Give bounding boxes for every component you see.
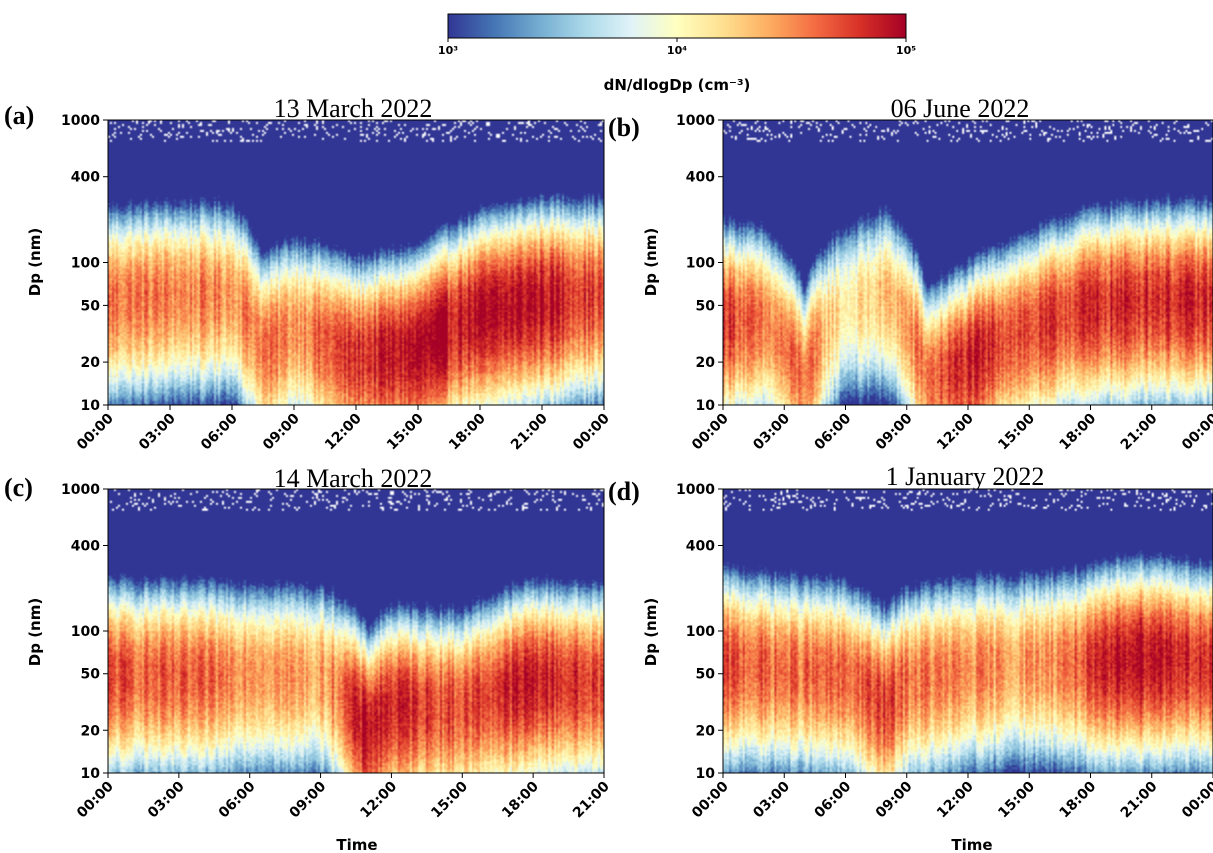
heatmap-image — [723, 120, 1213, 405]
x-tick-label: 06:00 — [198, 410, 241, 453]
x-tick-label: 09:00 — [260, 410, 303, 453]
panel-label: (c) — [4, 473, 33, 502]
y-tick-label: 50 — [81, 667, 101, 683]
y-tick-label: 1000 — [676, 482, 715, 498]
y-tick-label: 50 — [81, 298, 101, 314]
x-tick-label: 12:00 — [934, 778, 977, 821]
y-tick-label: 10 — [81, 766, 101, 782]
colorbar: 10³ 10⁴ 10⁵ dN/dlogDp (cm⁻³) — [438, 13, 916, 94]
x-tick-label: 03:00 — [145, 778, 188, 821]
panel-label: (d) — [608, 477, 640, 506]
y-tick-label: 400 — [686, 539, 715, 555]
x-tick-label: 09:00 — [873, 778, 916, 821]
x-axis-label: Time — [336, 836, 377, 853]
x-tick-label: 15:00 — [995, 410, 1038, 453]
panel-label: (b) — [608, 113, 640, 142]
x-tick-label: 03:00 — [750, 410, 793, 453]
panel-a: (a) 13 March 2022 Dp (nm) 1000 400 100 50 20… — [4, 94, 613, 453]
y-tick-label: 20 — [81, 355, 101, 371]
panel-label: (a) — [4, 101, 34, 130]
heatmap-image — [108, 120, 604, 405]
x-tick-label: 12:00 — [357, 778, 400, 821]
y-tick-label: 100 — [71, 624, 100, 640]
x-tick-label: 15:00 — [995, 778, 1038, 821]
x-tick-label: 06:00 — [811, 410, 854, 453]
x-tick-label: 18:00 — [446, 410, 489, 453]
colorbar-label: dN/dlogDp (cm⁻³) — [604, 76, 751, 94]
panel-title: 1 January 2022 — [886, 462, 1045, 491]
heatmap-image — [723, 489, 1213, 773]
x-tick-label: 18:00 — [1056, 778, 1099, 821]
colorbar-bar — [447, 13, 907, 39]
colorbar-tick-label: 10⁴ — [667, 44, 687, 57]
x-tick-label: 00:00 — [1179, 778, 1213, 821]
colorbar-tick-label: 10³ — [438, 44, 458, 57]
x-tick-label: 15:00 — [428, 778, 471, 821]
y-tick-label: 100 — [71, 256, 100, 272]
x-tick-label: 03:00 — [750, 778, 793, 821]
x-tick-label: 21:00 — [1118, 410, 1161, 453]
x-tick-label: 12:00 — [934, 410, 977, 453]
y-tick-label: 400 — [71, 539, 100, 555]
x-tick-label: 00:00 — [689, 778, 732, 821]
panel-title: 14 March 2022 — [274, 464, 433, 493]
y-tick-label: 100 — [686, 256, 715, 272]
x-tick-label: 18:00 — [499, 778, 542, 821]
y-tick-label: 20 — [81, 723, 101, 739]
x-tick-label: 00:00 — [689, 410, 732, 453]
panel-b: (b) 06 June 2022 Dp (nm) 1000 400 100 50 20 1… — [608, 94, 1213, 453]
x-tick-label: 00:00 — [1179, 410, 1213, 453]
x-tick-label: 00:00 — [74, 410, 117, 453]
x-tick-label: 09:00 — [287, 778, 330, 821]
colorbar-tick-label: 10⁵ — [896, 44, 916, 57]
x-tick-label: 00:00 — [74, 778, 117, 821]
y-tick-label: 10 — [81, 398, 101, 414]
panel-title: 06 June 2022 — [891, 94, 1030, 123]
y-tick-label: 100 — [686, 624, 715, 640]
y-tick-label: 1000 — [61, 482, 100, 498]
x-tick-label: 21:00 — [508, 410, 551, 453]
y-tick-label: 50 — [696, 667, 716, 683]
x-tick-label: 12:00 — [322, 410, 365, 453]
y-tick-label: 1000 — [61, 113, 100, 129]
x-tick-label: 06:00 — [811, 778, 854, 821]
x-tick-label: 03:00 — [136, 410, 179, 453]
x-tick-label: 21:00 — [1118, 778, 1161, 821]
x-tick-label: 15:00 — [384, 410, 427, 453]
x-tick-label: 09:00 — [873, 410, 916, 453]
y-tick-label: 10 — [696, 766, 716, 782]
x-tick-label: 21:00 — [570, 778, 613, 821]
x-tick-label: 00:00 — [570, 410, 613, 453]
y-tick-label: 1000 — [676, 113, 715, 129]
heatmap-image — [108, 489, 604, 773]
x-tick-label: 18:00 — [1056, 410, 1099, 453]
x-tick-label: 06:00 — [216, 778, 259, 821]
y-axis-label: Dp (nm) — [642, 228, 660, 296]
y-axis-label: Dp (nm) — [26, 228, 44, 296]
panel-c: (c) 14 March 2022 Dp (nm) 1000 400 100 50 20… — [4, 464, 613, 853]
y-tick-label: 10 — [696, 398, 716, 414]
panel-title: 13 March 2022 — [274, 94, 433, 123]
y-tick-label: 20 — [696, 355, 716, 371]
y-tick-label: 20 — [696, 723, 716, 739]
y-tick-label: 50 — [696, 298, 716, 314]
x-axis-label: Time — [951, 836, 992, 853]
y-axis-label: Dp (nm) — [26, 598, 44, 666]
y-axis-label: Dp (nm) — [642, 598, 660, 666]
y-tick-label: 400 — [686, 170, 715, 186]
panel-d: (d) 1 January 2022 Dp (nm) 1000 400 100 50 2… — [608, 462, 1213, 853]
y-tick-label: 400 — [71, 170, 100, 186]
